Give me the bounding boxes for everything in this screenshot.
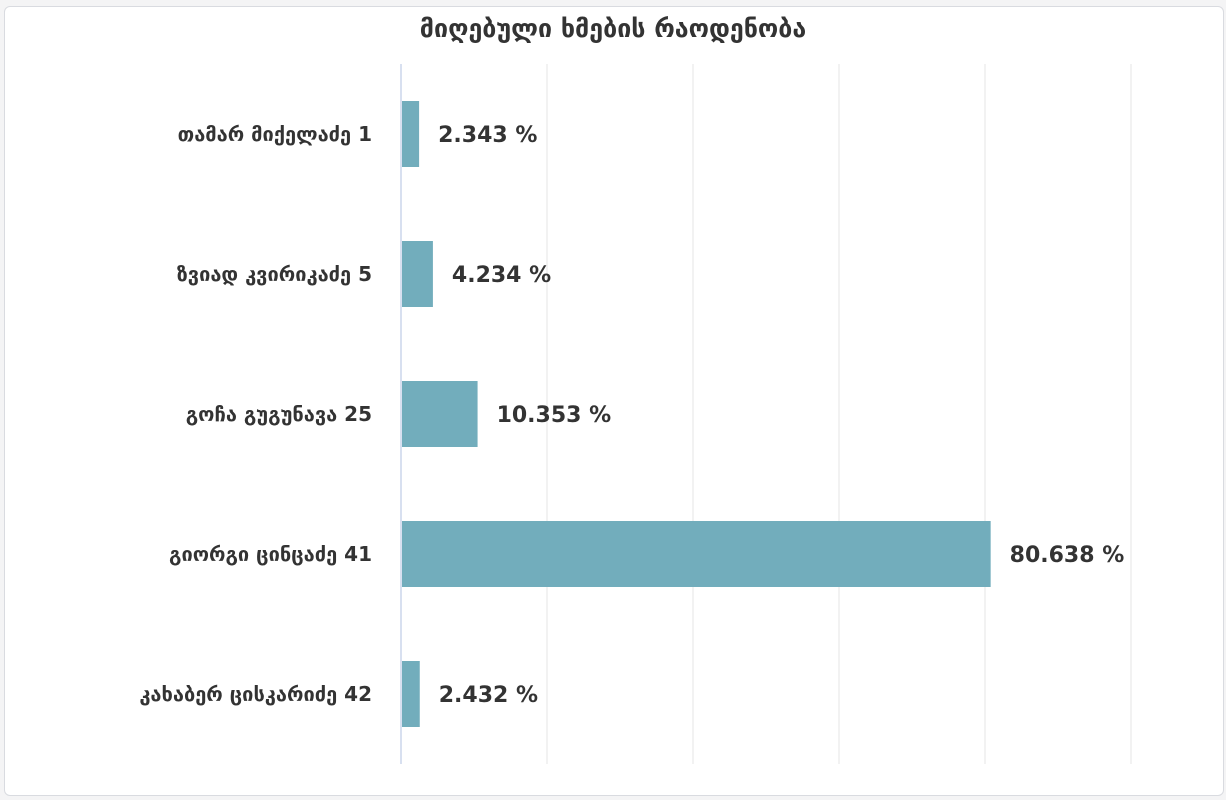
data-label: 2.432 % — [439, 683, 538, 708]
bar — [402, 521, 991, 587]
bar — [402, 101, 420, 167]
category-label: გოჩა გუგუნავა 25 — [186, 402, 372, 426]
category-label: თამარ მიქელაძე 1 — [178, 122, 372, 146]
category-label: კახაბერ ცისკარიძე 42 — [139, 682, 372, 706]
category-label: გიორგი ცინცაძე 41 — [169, 542, 372, 566]
data-label: 80.638 % — [1010, 543, 1125, 568]
category-label: ზვიად კვირიკაძე 5 — [177, 262, 372, 286]
bar — [402, 661, 420, 727]
data-label: 4.234 % — [452, 263, 551, 288]
bar — [402, 381, 478, 447]
data-label: 10.353 % — [497, 403, 612, 428]
chart-title: მიღებული ხმების რაოდენობა — [419, 14, 807, 43]
data-label: 2.343 % — [438, 123, 537, 148]
bar — [402, 241, 433, 307]
chart-card — [4, 6, 1224, 796]
